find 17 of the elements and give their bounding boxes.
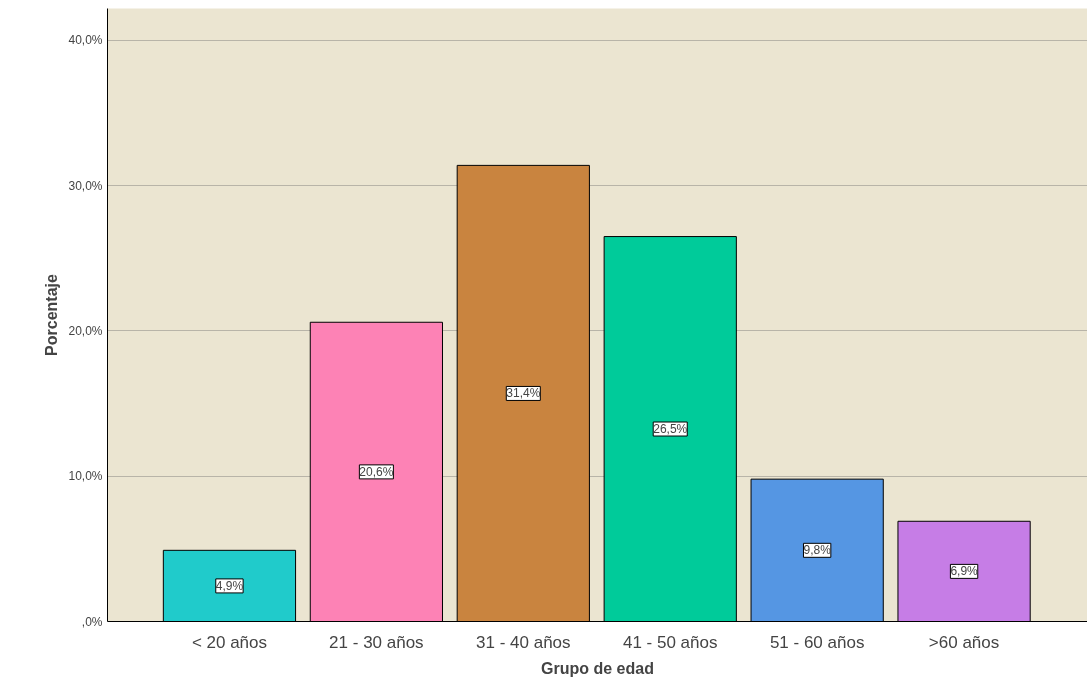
- y-tick-label: 10,0%: [68, 469, 103, 484]
- x-tick-label: < 20 años: [191, 632, 268, 652]
- y-axis-title: Porcentaje: [43, 273, 61, 356]
- x-tick-label: 41 - 50 años: [622, 632, 718, 652]
- data-label: 31,4%: [506, 386, 541, 401]
- data-label: 4,9%: [215, 578, 244, 593]
- y-tick-label: ,0%: [81, 614, 103, 629]
- y-tick-label: 30,0%: [68, 178, 103, 193]
- x-tick-label: 51 - 60 años: [769, 632, 865, 652]
- x-tick-label: 31 - 40 años: [476, 632, 571, 652]
- x-tick-label: 21 - 30 años: [329, 632, 424, 652]
- x-axis-title: Grupo de edad: [541, 659, 654, 677]
- data-label: 26,5%: [653, 422, 688, 437]
- y-tick-label: 40,0%: [68, 33, 103, 48]
- data-label: 20,6%: [359, 464, 394, 479]
- x-tick-label: >60 años: [928, 632, 1000, 652]
- y-tick-label: 20,0%: [68, 323, 103, 338]
